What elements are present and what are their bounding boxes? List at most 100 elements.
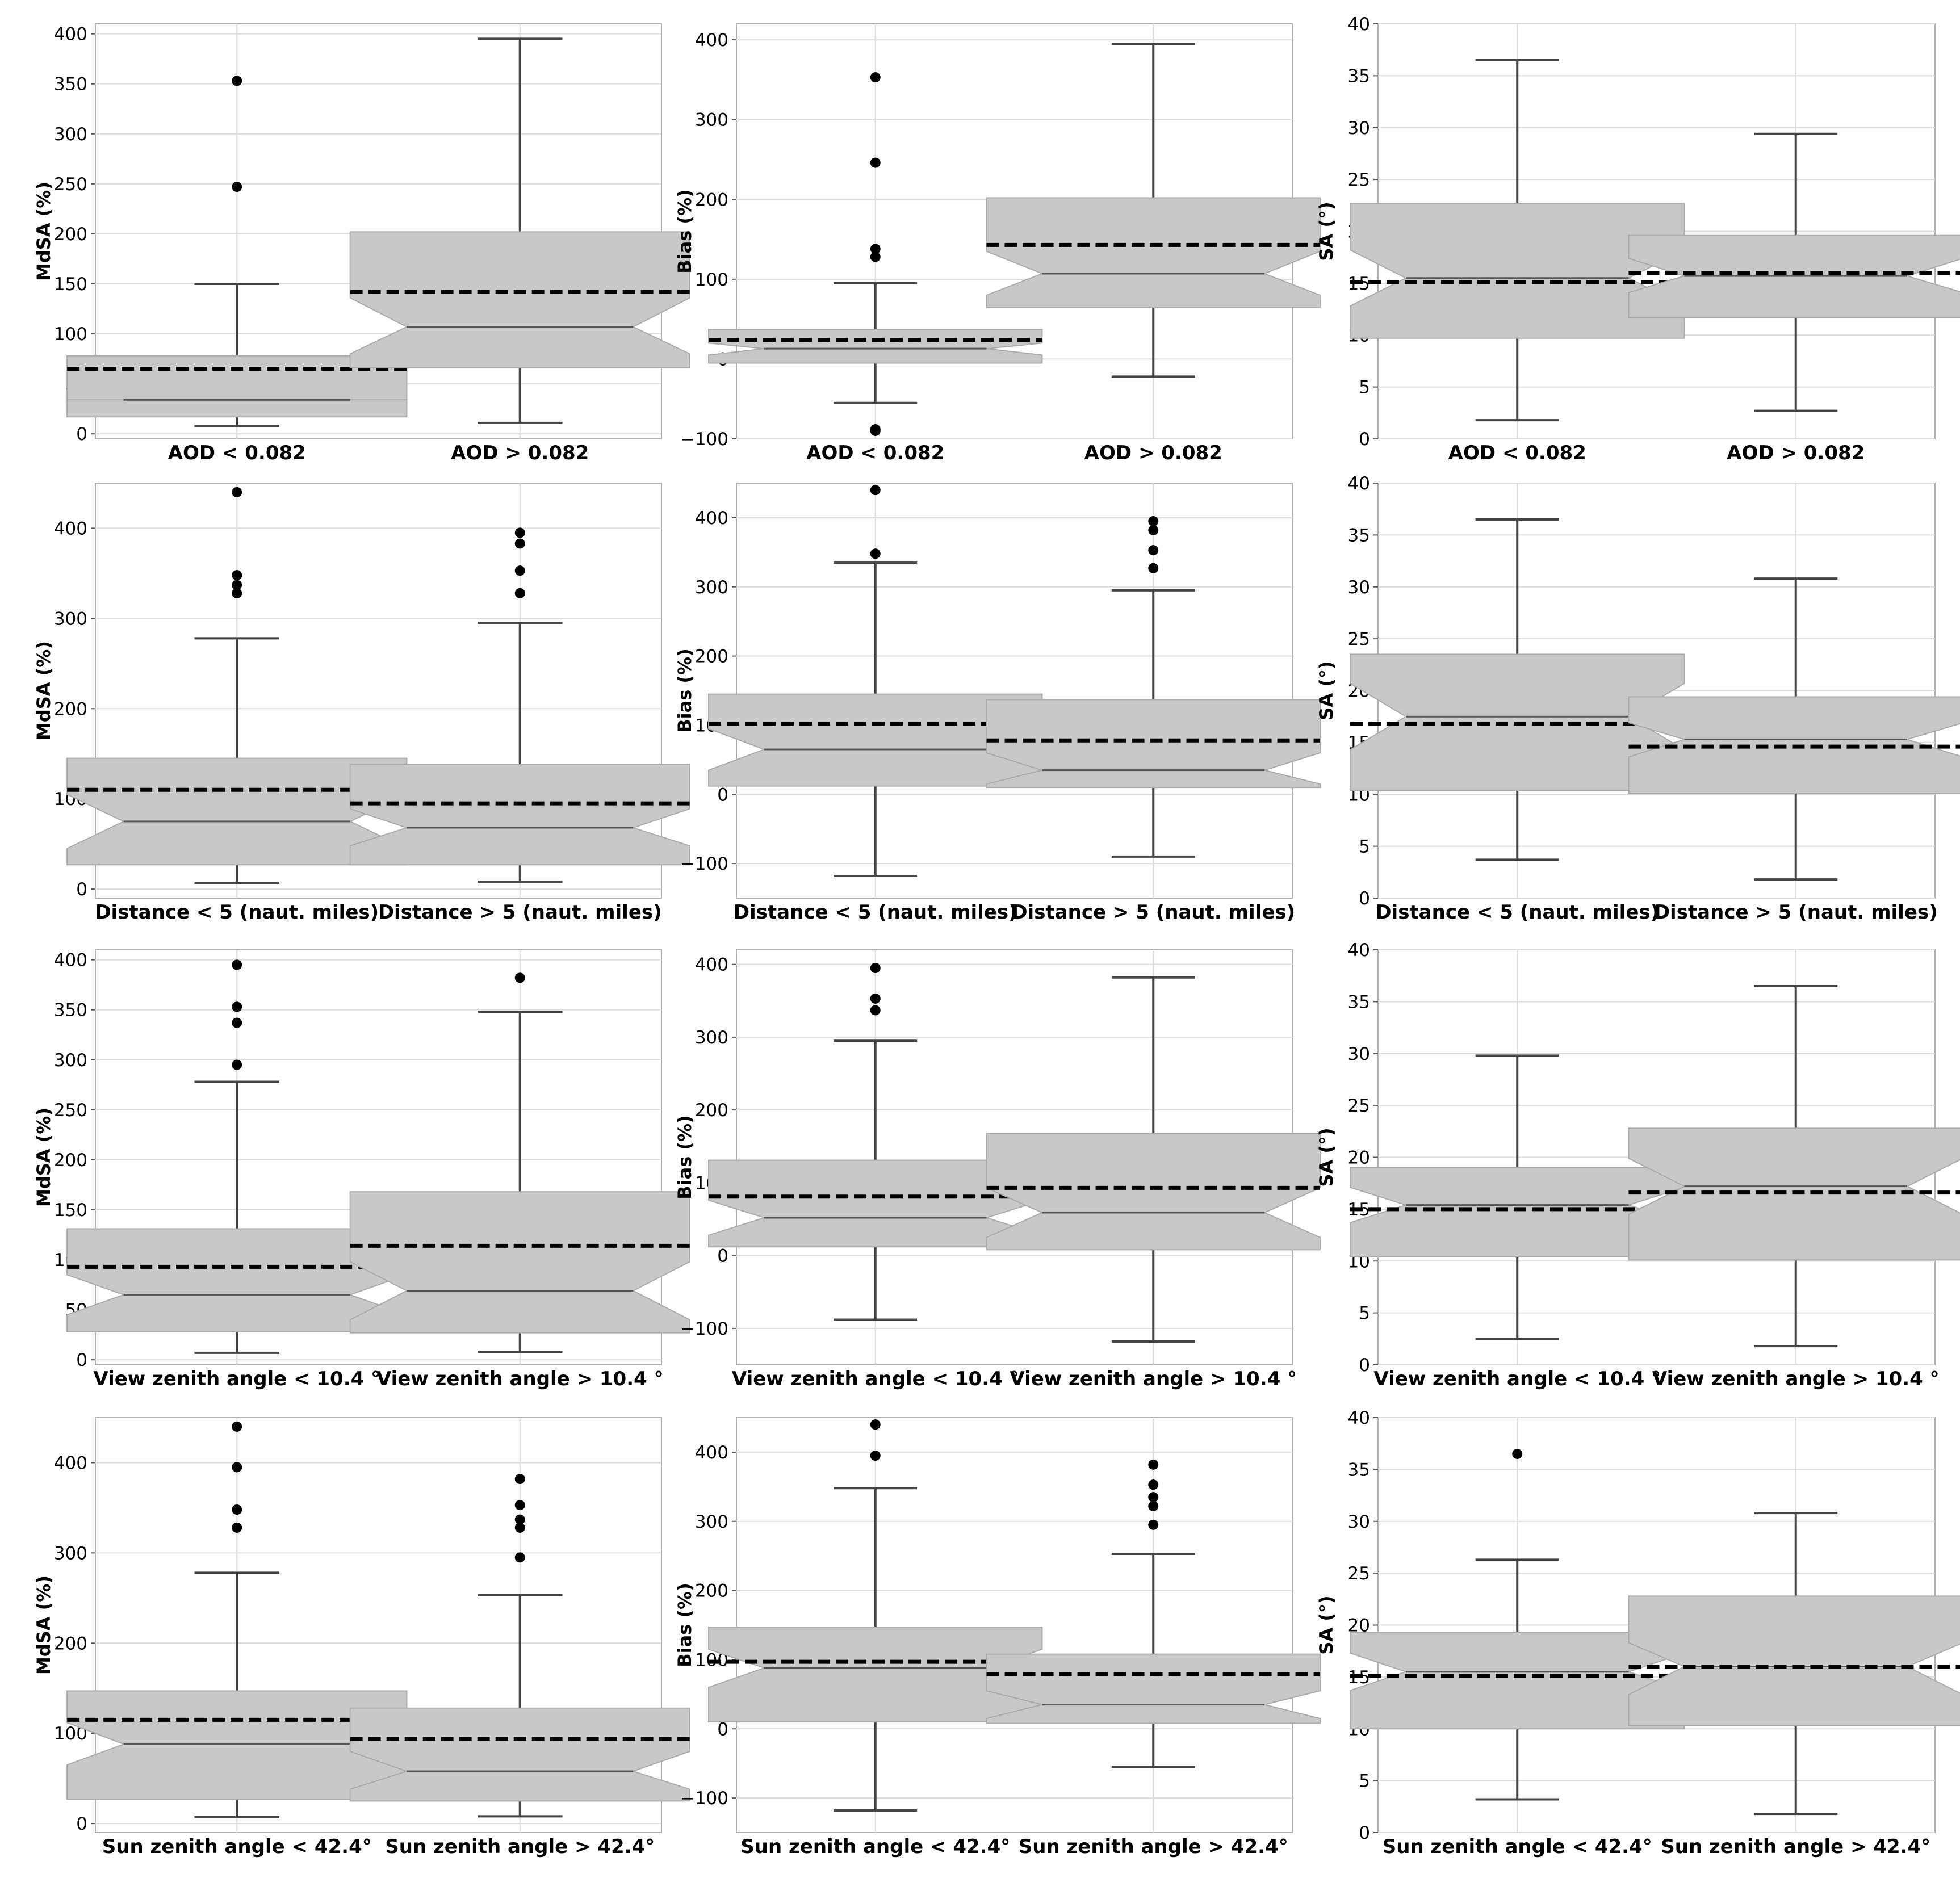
- y-tick-label: 35: [1348, 525, 1370, 546]
- x-category-label: Distance > 5 (naut. miles): [1654, 901, 1938, 924]
- y-tick-label: 35: [1348, 66, 1370, 86]
- outlier-point: [232, 959, 242, 970]
- outlier-point: [232, 487, 242, 497]
- y-tick-label: 300: [695, 1512, 728, 1532]
- outlier-point: [514, 1500, 525, 1511]
- x-category-label: Distance > 5 (naut. miles): [1011, 901, 1295, 924]
- x-category-label: View zenith angle < 10.4 °: [1373, 1368, 1661, 1390]
- y-tick-label: 300: [54, 1543, 87, 1563]
- x-category-label: Sun zenith angle > 42.4°: [385, 1835, 655, 1858]
- y-tick-label: 20: [1348, 1148, 1370, 1168]
- x-category-label: AOD > 0.082: [1084, 442, 1222, 464]
- outlier-point: [514, 527, 525, 538]
- y-tick-label: 100: [695, 270, 728, 290]
- y-tick-label: 400: [695, 508, 728, 529]
- outlier-point: [1512, 1448, 1523, 1459]
- panel-7: 050100150200250300350400MdSA (%)View zen…: [33, 949, 690, 1390]
- box-1: [66, 959, 408, 1354]
- outlier-point: [1148, 563, 1159, 573]
- outlier-point: [1148, 1479, 1159, 1490]
- box-2: [349, 1474, 690, 1818]
- panel-5: −1000100200300400Bias (%)Distance < 5 (n…: [674, 483, 1321, 924]
- y-tick-label: 200: [695, 1100, 728, 1121]
- x-category-label: Distance < 5 (naut. miles): [734, 901, 1017, 924]
- x-category-label: Sun zenith angle > 42.4°: [1661, 1835, 1930, 1858]
- y-tick-label: 40: [1348, 940, 1370, 961]
- y-tick-label: 200: [695, 647, 728, 667]
- y-tick-label: 5: [1359, 837, 1370, 857]
- y-tick-label: 300: [54, 1050, 87, 1071]
- outlier-point: [232, 588, 242, 598]
- box-2: [1628, 577, 1960, 881]
- box-2: [986, 516, 1321, 858]
- outlier-point: [870, 1451, 881, 1461]
- outlier-point: [870, 1419, 881, 1430]
- y-tick-label: 25: [1348, 629, 1370, 649]
- x-category-label: View zenith angle > 10.4 °: [1652, 1368, 1940, 1390]
- x-category-label: Distance < 5 (naut. miles): [1375, 901, 1659, 924]
- box-2: [986, 1459, 1321, 1768]
- outlier-point: [514, 1514, 525, 1525]
- y-tick-label: 0: [1359, 888, 1370, 909]
- y-tick-label: 200: [54, 1633, 87, 1654]
- x-category-label: AOD > 0.082: [451, 442, 589, 464]
- box-2: [986, 43, 1321, 378]
- outlier-point: [514, 1552, 525, 1563]
- y-tick-label: 40: [1348, 14, 1370, 35]
- y-tick-label: 30: [1348, 1044, 1370, 1064]
- y-tick-label: 0: [76, 1350, 87, 1370]
- outlier-point: [232, 1421, 242, 1432]
- outlier-point: [232, 1001, 242, 1012]
- y-tick-label: 400: [54, 950, 87, 971]
- y-tick-label: 35: [1348, 992, 1370, 1012]
- outlier-point: [232, 1059, 242, 1070]
- x-category-label: Sun zenith angle > 42.4°: [1019, 1835, 1288, 1858]
- y-tick-label: 0: [717, 1246, 728, 1267]
- outlier-point: [870, 1005, 881, 1016]
- y-tick-label: 400: [695, 30, 728, 51]
- outlier-point: [1148, 1500, 1159, 1511]
- y-axis-label: MdSA (%): [33, 182, 55, 281]
- y-axis-label: Bias (%): [674, 648, 696, 732]
- outlier-point: [870, 251, 881, 262]
- x-category-label: View zenith angle < 10.4 °: [732, 1368, 1019, 1390]
- y-tick-label: 400: [54, 24, 87, 45]
- y-tick-label: 30: [1348, 118, 1370, 139]
- box-2: [986, 976, 1321, 1343]
- outlier-point: [232, 1504, 242, 1515]
- x-category-label: Distance < 5 (naut. miles): [95, 901, 379, 924]
- y-tick-label: 300: [54, 609, 87, 629]
- y-axis-label: SA (°): [1316, 661, 1337, 720]
- y-tick-label: 5: [1359, 1303, 1370, 1324]
- x-category-label: View zenith angle > 10.4 °: [1010, 1368, 1297, 1390]
- y-tick-label: 5: [1359, 378, 1370, 398]
- y-tick-label: 35: [1348, 1460, 1370, 1480]
- y-axis-label: MdSA (%): [33, 1108, 55, 1207]
- notched-box: [986, 699, 1321, 789]
- outlier-point: [870, 963, 881, 974]
- y-axis-label: SA (°): [1316, 1595, 1337, 1654]
- panel-1: 050100150200250300350400MdSA (%)AOD < 0.…: [33, 23, 690, 464]
- x-category-label: Sun zenith angle < 42.4°: [102, 1835, 372, 1858]
- notched-box: [349, 764, 690, 866]
- outlier-point: [1148, 545, 1159, 556]
- box-2: [349, 972, 690, 1353]
- box-1: [708, 963, 1043, 1321]
- box-2: [1628, 1512, 1960, 1816]
- box-2: [1628, 984, 1960, 1348]
- outlier-point: [514, 972, 525, 983]
- outlier-point: [232, 182, 242, 192]
- box-1: [1349, 518, 1685, 861]
- x-category-label: AOD < 0.082: [1448, 442, 1586, 464]
- box-2: [349, 37, 690, 424]
- y-tick-label: 300: [54, 124, 87, 145]
- outlier-point: [1148, 1519, 1159, 1530]
- x-category-label: Sun zenith angle < 42.4°: [740, 1835, 1010, 1858]
- outlier-point: [232, 76, 242, 86]
- y-tick-label: 5: [1359, 1771, 1370, 1792]
- notched-box: [349, 1707, 690, 1802]
- y-tick-label: 100: [54, 324, 87, 345]
- outlier-point: [1148, 516, 1159, 527]
